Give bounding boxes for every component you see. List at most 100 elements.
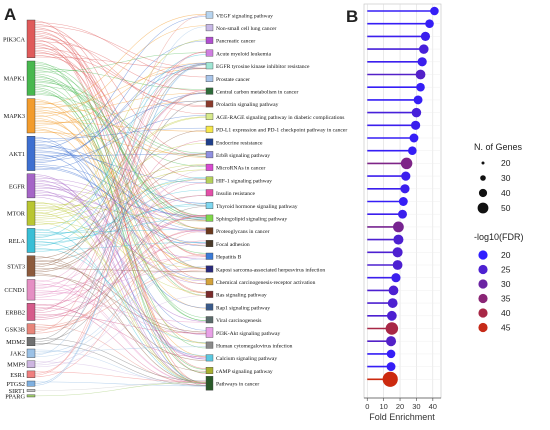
gene-node [26, 173, 36, 199]
sankey-link [34, 381, 207, 387]
lollipop-dot [411, 120, 421, 130]
sankey-link [34, 41, 207, 92]
pathway-label: Acute myeloid leukemia [216, 51, 272, 57]
sankey-link [34, 92, 207, 283]
sankey-link [34, 100, 207, 143]
lollipop-dot [411, 107, 422, 118]
lollipop-dot [386, 362, 396, 372]
sankey-link [34, 16, 207, 150]
lollipop-dot [393, 221, 404, 233]
sankey-link [34, 150, 207, 220]
sankey-link [34, 68, 207, 109]
lollipop-dot [408, 146, 417, 155]
sankey-link [34, 195, 207, 262]
gene-label: PPARG [5, 393, 25, 400]
sankey-link [34, 169, 207, 364]
pathway-node [205, 227, 214, 235]
sankey-link [34, 243, 207, 293]
sankey-link [34, 100, 207, 297]
legends: N. of Genes -log10(FDR) 20 30 40 50 20 25 30 35… [474, 142, 524, 333]
sankey-link [34, 93, 207, 171]
lollipop-dot [409, 133, 419, 143]
lollipop-dot [413, 95, 423, 105]
lollipop-dot [382, 371, 398, 387]
gene-node [26, 380, 36, 387]
pathway-label: Prolactin signaling pathway [216, 102, 279, 108]
gene-label: MAPK1 [4, 76, 25, 83]
lollipop-dot [420, 31, 431, 42]
sankey-link [34, 29, 207, 157]
lollipop-dot [416, 82, 425, 92]
pathway-node [205, 138, 214, 146]
sankey-link [34, 178, 207, 252]
sankey-link [34, 183, 207, 336]
sankey-link [34, 25, 207, 117]
sankey-link [34, 40, 207, 164]
pathway-label: Sphingolipid signaling pathway [216, 217, 287, 223]
sankey-link [34, 62, 207, 160]
sankey-link [34, 37, 207, 115]
color-legend-label: 35 [501, 294, 511, 304]
gene-nodes: PIK3CA MAPK1 MAPK3 AKT1 EGFR MTOR RELA STAT3 CCN… [3, 19, 36, 400]
pathway-label: Rap1 signaling pathway [216, 305, 270, 311]
gene-label: MTOR [7, 211, 26, 218]
sankey-link [34, 116, 207, 210]
gene-label: MMP9 [7, 362, 25, 369]
sankey-link [34, 102, 207, 158]
x-tick-label: 0 [365, 402, 369, 411]
sankey-link [34, 68, 207, 90]
pathway-node [205, 303, 214, 311]
pathway-label: Calcium signaling pathway [216, 356, 277, 362]
gene-label: ERBB2 [5, 309, 25, 316]
pathway-label: ErbB signaling pathway [216, 153, 270, 159]
pathway-label: Thyroid hormone signaling pathway [216, 204, 298, 210]
sankey-link [34, 99, 207, 383]
sankey-link [34, 89, 207, 374]
sankey-link [34, 55, 207, 180]
sankey-link [34, 254, 207, 327]
sankey-link [34, 90, 207, 290]
sankey-link [34, 44, 207, 207]
sankey-link [34, 53, 207, 106]
pathway-node [205, 87, 214, 95]
sankey-link [34, 283, 207, 385]
sankey-link [34, 84, 207, 318]
sankey-link [34, 54, 207, 239]
pathway-node [205, 75, 214, 83]
pathway-node [205, 202, 214, 210]
sankey-link [34, 117, 207, 216]
lollipop-dot [385, 322, 399, 335]
pathway-node [205, 354, 214, 362]
sankey-links [34, 13, 207, 397]
lollipop-dot [401, 171, 411, 181]
color-legend-dot [478, 250, 488, 260]
gene-label: MAPK3 [4, 113, 25, 120]
lollipop-dot [393, 234, 404, 245]
sankey-link [34, 295, 207, 368]
pathway-label: Insulin resistance [216, 191, 256, 197]
pathway-label: PD-L1 expression and PD-1 checkpoint pat… [216, 128, 347, 134]
sankey-link [34, 193, 207, 322]
size-legend-dot [477, 202, 489, 214]
gene-label: SIRT1 [9, 388, 25, 395]
gene-label: EGFR [9, 183, 26, 190]
sankey-link [34, 115, 207, 162]
pathway-node [205, 125, 214, 133]
sankey-link [34, 220, 207, 269]
size-legend-title: N. of Genes [474, 142, 523, 152]
gene-node [26, 200, 36, 226]
sankey-link [34, 382, 207, 397]
lollipop-dot [391, 273, 401, 283]
gene-node [26, 303, 36, 321]
sankey-link [34, 337, 207, 382]
enrichment-dot-plot: Fold Enrichment 0 10 20 30 40 [363, 3, 442, 422]
pathway-nodes: VEGF signaling pathway Non-small cell lun… [205, 11, 347, 391]
sankey-link [34, 136, 207, 383]
size-legend-label: 50 [501, 203, 511, 213]
pathway-node [205, 341, 214, 349]
gene-label: PIK3CA [3, 36, 25, 43]
pathway-label: EGFR tyrosine kinase inhibitor resistanc… [216, 64, 310, 70]
pathway-node [205, 327, 214, 338]
gene-label: PTGS2 [6, 381, 25, 388]
x-tick-label: 20 [396, 402, 404, 411]
